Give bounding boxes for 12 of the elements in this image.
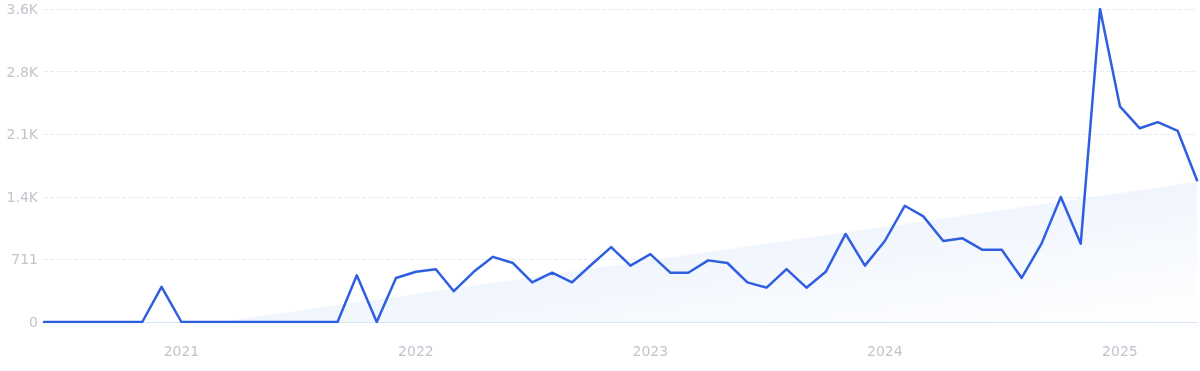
line-series <box>42 7 1199 324</box>
x-tick-label: 2023 <box>632 343 669 359</box>
y-tick-label: 2.8K <box>6 63 39 80</box>
y-tick-label: 3.6K <box>6 1 39 17</box>
y-tick-label: 711 <box>11 251 38 268</box>
y-tick-label: 0 <box>29 314 38 330</box>
x-tick-label: 2022 <box>398 343 434 359</box>
y-tick-label: 2.1K <box>6 126 39 143</box>
y-tick-label: 1.4K <box>6 188 39 205</box>
x-tick-label: 2024 <box>867 343 903 359</box>
x-tick-label: 2025 <box>1102 343 1138 359</box>
x-tick-label: 2021 <box>163 343 200 359</box>
